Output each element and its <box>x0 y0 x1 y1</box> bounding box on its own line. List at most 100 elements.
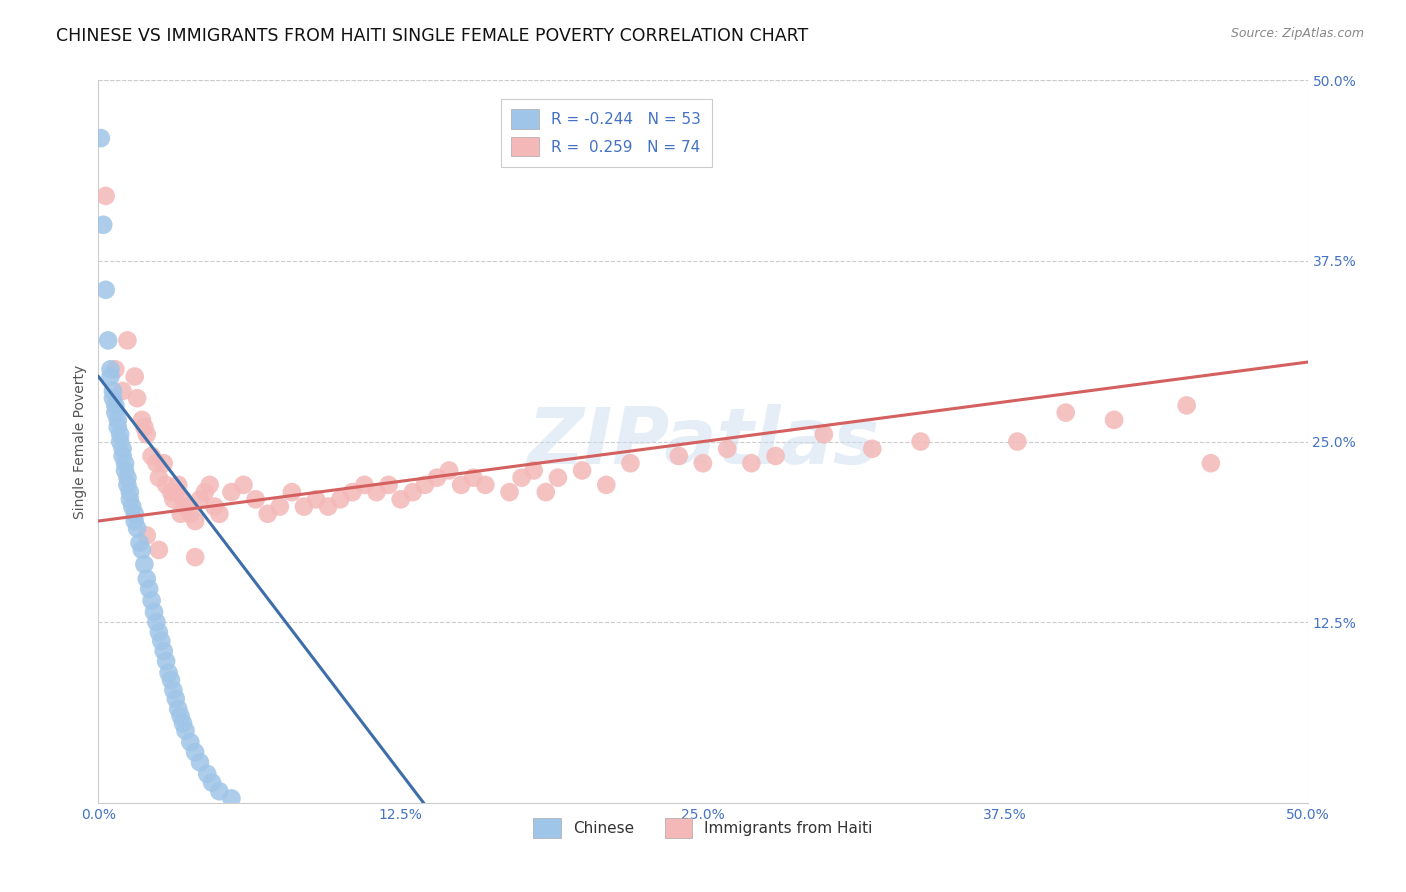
Point <box>910 434 932 449</box>
Point <box>131 542 153 557</box>
Point <box>188 492 211 507</box>
Point <box>155 654 177 668</box>
Point <box>90 131 112 145</box>
Point <box>188 756 211 770</box>
Point <box>111 384 134 398</box>
Point <box>619 456 641 470</box>
Point <box>232 478 254 492</box>
Point <box>157 665 180 680</box>
Point <box>179 735 201 749</box>
Point <box>101 384 124 398</box>
Point <box>128 535 150 549</box>
Point <box>100 369 122 384</box>
Point <box>131 413 153 427</box>
Point <box>152 644 174 658</box>
Point <box>148 625 170 640</box>
Point <box>377 478 399 492</box>
Point <box>114 456 136 470</box>
Point <box>104 398 127 412</box>
Point <box>169 709 191 723</box>
Point <box>1199 456 1222 470</box>
Point <box>547 470 569 484</box>
Point <box>269 500 291 514</box>
Point <box>165 485 187 500</box>
Point <box>117 470 139 484</box>
Point <box>329 492 352 507</box>
Point <box>860 442 883 456</box>
Point <box>169 507 191 521</box>
Point <box>111 449 134 463</box>
Point <box>353 478 375 492</box>
Point <box>523 463 546 477</box>
Point <box>474 478 496 492</box>
Point <box>94 283 117 297</box>
Point <box>172 492 194 507</box>
Text: CHINESE VS IMMIGRANTS FROM HAITI SINGLE FEMALE POVERTY CORRELATION CHART: CHINESE VS IMMIGRANTS FROM HAITI SINGLE … <box>56 27 808 45</box>
Point <box>716 442 738 456</box>
Point <box>134 420 156 434</box>
Point <box>281 485 304 500</box>
Point <box>668 449 690 463</box>
Point <box>138 582 160 596</box>
Point <box>111 442 134 456</box>
Point <box>498 485 520 500</box>
Point <box>162 683 184 698</box>
Point <box>208 507 231 521</box>
Point <box>184 514 207 528</box>
Point <box>571 463 593 477</box>
Point <box>104 362 127 376</box>
Legend: Chinese, Immigrants from Haiti: Chinese, Immigrants from Haiti <box>526 811 880 846</box>
Point <box>184 550 207 565</box>
Point <box>107 413 129 427</box>
Point <box>172 716 194 731</box>
Point <box>174 723 197 738</box>
Point <box>402 485 425 500</box>
Point <box>437 463 460 477</box>
Point <box>305 492 328 507</box>
Point <box>510 470 533 484</box>
Point <box>118 485 141 500</box>
Point <box>108 434 131 449</box>
Point <box>413 478 436 492</box>
Point <box>198 478 221 492</box>
Point <box>160 673 183 687</box>
Point <box>1102 413 1125 427</box>
Point <box>145 456 167 470</box>
Point <box>1054 406 1077 420</box>
Point <box>366 485 388 500</box>
Point <box>141 449 163 463</box>
Point <box>174 500 197 514</box>
Point <box>426 470 449 484</box>
Point <box>595 478 617 492</box>
Point <box>127 521 149 535</box>
Point <box>114 463 136 477</box>
Text: Source: ZipAtlas.com: Source: ZipAtlas.com <box>1230 27 1364 40</box>
Point <box>117 334 139 348</box>
Point <box>179 507 201 521</box>
Text: ZIPatlas: ZIPatlas <box>527 403 879 480</box>
Point <box>127 391 149 405</box>
Point <box>121 500 143 514</box>
Point <box>148 470 170 484</box>
Point <box>143 605 166 619</box>
Point <box>165 691 187 706</box>
Point <box>135 528 157 542</box>
Point <box>221 791 243 805</box>
Point <box>134 558 156 572</box>
Point <box>94 189 117 203</box>
Point <box>204 500 226 514</box>
Point <box>101 391 124 405</box>
Point <box>148 542 170 557</box>
Point <box>256 507 278 521</box>
Point <box>124 514 146 528</box>
Point <box>342 485 364 500</box>
Point <box>195 767 218 781</box>
Point <box>160 485 183 500</box>
Point <box>104 406 127 420</box>
Point <box>184 745 207 759</box>
Point <box>167 478 190 492</box>
Point <box>765 449 787 463</box>
Point <box>292 500 315 514</box>
Point <box>118 492 141 507</box>
Point <box>245 492 267 507</box>
